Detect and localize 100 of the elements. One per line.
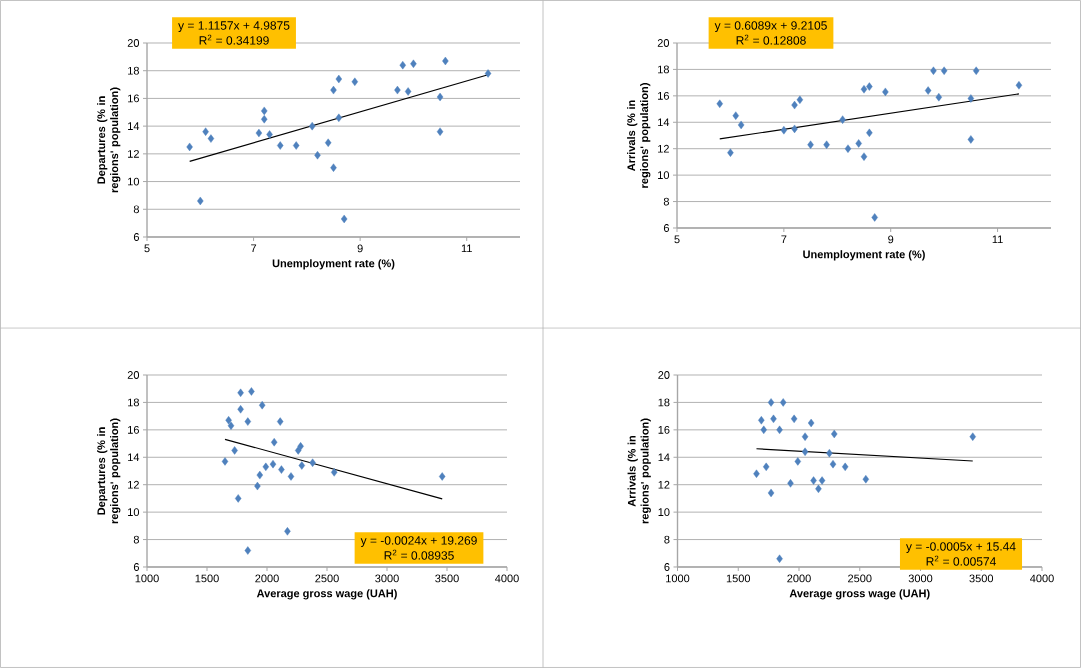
point: [967, 94, 975, 103]
point: [882, 87, 889, 97]
point: [727, 148, 734, 157]
point: [801, 447, 809, 456]
x-tick-label: 7: [251, 244, 257, 253]
point: [308, 121, 316, 131]
y-tick-label: 8: [664, 535, 670, 544]
point: [807, 418, 815, 428]
y-tick-label: 18: [658, 398, 670, 407]
point: [298, 461, 306, 470]
point: [442, 56, 449, 66]
point: [351, 77, 359, 86]
x-axis-title: Unemployment rate (%): [803, 250, 925, 261]
point: [399, 60, 406, 70]
x-tick-label: 3500: [435, 574, 459, 583]
point: [767, 398, 775, 407]
y-tick-label: 8: [663, 197, 669, 206]
point: [439, 472, 446, 481]
point: [266, 130, 273, 139]
y-tick-label: 6: [133, 563, 139, 571]
point: [197, 196, 204, 206]
annotation: R$^{2}$ = 0.34199: [199, 34, 269, 45]
point: [244, 417, 252, 426]
point: [186, 142, 193, 152]
point: [271, 437, 278, 447]
point: [261, 115, 268, 124]
y-tick-label: 20: [658, 371, 670, 379]
point: [791, 124, 798, 134]
point: [436, 127, 444, 136]
point: [791, 100, 798, 110]
point: [790, 414, 798, 424]
y-tick-label: 14: [658, 453, 670, 462]
point: [324, 138, 332, 147]
annotation: R$^{2}$ = 0.08935: [384, 549, 454, 560]
x-tick-label: 5: [144, 244, 150, 253]
point: [227, 421, 235, 430]
point: [969, 432, 976, 441]
y-tick-label: 16: [658, 91, 669, 100]
point: [259, 400, 266, 410]
y-tick-label: 6: [133, 233, 139, 241]
point: [776, 554, 783, 563]
point: [207, 134, 215, 143]
point: [255, 128, 263, 138]
y-tick-label: 16: [658, 425, 670, 434]
point: [818, 476, 826, 485]
point: [776, 425, 783, 435]
point: [810, 476, 817, 485]
point: [269, 459, 277, 469]
x-tick-label: 2000: [787, 574, 811, 583]
y-tick-label: 10: [128, 177, 140, 186]
point: [244, 546, 252, 555]
x-tick-label: 4000: [1030, 574, 1054, 583]
point: [807, 140, 814, 149]
point: [758, 416, 765, 425]
y-tick-label: 20: [127, 371, 140, 379]
annotation: R$^{2}$ = 0.12808: [736, 34, 806, 45]
point: [823, 140, 830, 149]
x-tick-label: 3500: [969, 574, 994, 583]
point: [829, 459, 837, 469]
point: [862, 475, 870, 484]
point: [930, 66, 937, 75]
point: [235, 494, 242, 503]
point: [331, 468, 338, 477]
y-tick-label: 6: [663, 224, 669, 232]
y-tick-label: 18: [128, 398, 139, 407]
x-tick-label: 4000: [495, 574, 519, 583]
point: [278, 465, 285, 474]
x-tick-label: 11: [461, 244, 472, 253]
point: [787, 479, 794, 488]
y-tick-label: 10: [658, 171, 670, 180]
y-tick-label: 16: [128, 425, 139, 434]
point: [767, 488, 775, 498]
x-tick-label: 1000: [666, 574, 690, 583]
point: [796, 95, 804, 105]
point: [261, 106, 268, 116]
point: [297, 442, 304, 451]
x-axis-title: Average gross wage (UAH): [789, 589, 930, 600]
point: [202, 127, 209, 136]
point: [340, 214, 348, 224]
point: [924, 86, 932, 95]
point: [221, 457, 229, 466]
point: [855, 139, 862, 148]
x-tick-label: 5: [674, 235, 680, 244]
y-tick-label: 12: [128, 480, 139, 489]
point: [770, 414, 777, 424]
y-axis-title: Arrivals (% in regions' population): [627, 418, 651, 524]
point: [815, 484, 822, 494]
point: [716, 99, 723, 108]
x-tick-label: 1000: [135, 574, 159, 583]
y-tick-label: 18: [658, 65, 669, 74]
y-tick-label: 8: [133, 535, 139, 544]
point: [841, 462, 849, 472]
point: [732, 111, 739, 120]
point: [335, 74, 343, 84]
y-tick-label: 12: [658, 144, 669, 153]
x-tick-label: 2500: [315, 574, 339, 583]
point: [935, 92, 942, 102]
point: [794, 457, 801, 466]
y-tick-label: 14: [658, 118, 670, 127]
point: [831, 429, 838, 439]
